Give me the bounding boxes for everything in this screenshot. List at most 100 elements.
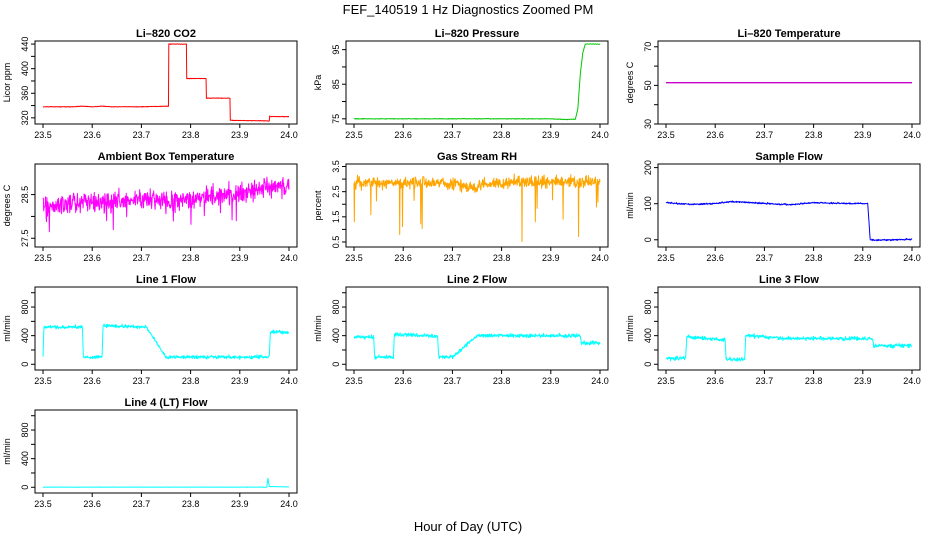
y-tick-label: 360: [20, 86, 30, 101]
x-tick-label: 23.9: [231, 130, 249, 140]
panel-title: Li–820 CO2: [136, 28, 196, 40]
y-tick-label: 2.5: [331, 185, 341, 198]
x-tick-label: 23.5: [657, 253, 675, 263]
y-tick-label: 3.5: [331, 160, 341, 173]
chart-panel: Li–820 CO2 23.5 23.6 23.7 23.8 23.9 24.0 320 360…: [2, 28, 298, 140]
x-tick-label: 23.6: [706, 376, 724, 386]
y-axis-label: ml/min: [2, 438, 12, 465]
series-line: [665, 200, 913, 242]
series-line: [353, 173, 601, 243]
y-tick-label: 800: [20, 300, 30, 315]
y-tick-label: 800: [331, 300, 341, 315]
plot-frame: [657, 40, 921, 125]
y-axis-label: percent: [313, 190, 323, 221]
y-tick-label: 440: [20, 37, 30, 52]
x-tick-label: 23.6: [83, 253, 101, 263]
page-title: FEF_140519 1 Hz Diagnostics Zoomed PM: [343, 2, 594, 17]
x-tick-label: 24.0: [280, 253, 298, 263]
y-tick-label: 320: [20, 110, 30, 125]
x-tick-label: 23.8: [182, 376, 200, 386]
x-tick-label: 23.8: [805, 253, 823, 263]
x-tick-label: 23.8: [493, 253, 511, 263]
x-tick-label: 23.9: [231, 376, 249, 386]
plot-frame: [657, 286, 921, 371]
panel-title: Ambient Box Temperature: [98, 151, 235, 163]
y-axis-label: kPa: [313, 75, 323, 91]
chart-panel: Line 2 Flow 23.5 23.6 23.7 23.8 23.9 24.0 0 400 8…: [313, 274, 609, 386]
y-tick-label: 0: [20, 362, 30, 367]
panel-title: Line 2 Flow: [447, 274, 507, 286]
x-tick-label: 23.6: [394, 253, 412, 263]
chart-panel: Gas Stream RH 23.5 23.6 23.7 23.8 23.9 24.0 0.5…: [313, 151, 609, 263]
y-tick-label: 70: [643, 42, 653, 52]
chart-panel: Line 1 Flow 23.5 23.6 23.7 23.8 23.9 24.0 0 400 8…: [2, 274, 298, 386]
y-tick-label: 400: [643, 328, 653, 343]
x-tick-label: 23.9: [854, 130, 872, 140]
series-line: [353, 332, 601, 360]
series-line: [42, 43, 290, 122]
x-tick-label: 24.0: [280, 376, 298, 386]
plot-frame: [34, 286, 298, 371]
x-tick-label: 23.6: [83, 130, 101, 140]
x-tick-label: 23.8: [805, 130, 823, 140]
x-tick-label: 24.0: [591, 253, 609, 263]
panel-title: Li–820 Pressure: [435, 28, 519, 40]
x-tick-label: 23.8: [805, 376, 823, 386]
y-tick-label: 1.5: [331, 211, 341, 224]
y-tick-label: 0: [20, 485, 30, 490]
x-tick-label: 23.8: [182, 130, 200, 140]
series-line: [42, 477, 290, 488]
x-tick-label: 23.7: [133, 499, 151, 509]
x-tick-label: 23.6: [83, 499, 101, 509]
x-tick-label: 24.0: [591, 376, 609, 386]
y-tick-label: 800: [20, 423, 30, 438]
chart-panel: Li–820 Temperature 23.5 23.6 23.7 23.8 23.9 24…: [625, 28, 921, 140]
plot-frame: [34, 163, 298, 248]
x-tick-label: 23.5: [345, 130, 363, 140]
x-axis-label: Hour of Day (UTC): [414, 519, 522, 534]
y-tick-label: 400: [20, 328, 30, 343]
y-axis-label: ml/min: [625, 315, 635, 342]
y-tick-label: 85: [331, 79, 341, 89]
x-tick-label: 23.7: [756, 130, 774, 140]
x-tick-label: 23.6: [706, 253, 724, 263]
panel-title: Sample Flow: [755, 151, 823, 163]
x-tick-label: 23.6: [394, 376, 412, 386]
plot-frame: [657, 163, 921, 248]
plot-frame: [345, 163, 609, 248]
x-tick-label: 23.6: [394, 130, 412, 140]
x-tick-label: 23.7: [444, 376, 462, 386]
x-tick-label: 23.5: [345, 376, 363, 386]
x-tick-label: 23.5: [657, 130, 675, 140]
y-tick-label: 30: [643, 119, 653, 129]
x-tick-label: 23.6: [706, 130, 724, 140]
y-tick-label: 800: [643, 300, 653, 315]
x-tick-label: 23.7: [133, 253, 151, 263]
x-tick-label: 24.0: [903, 376, 921, 386]
y-axis-label: degrees C: [625, 61, 635, 103]
x-tick-label: 23.7: [133, 130, 151, 140]
x-tick-label: 24.0: [903, 130, 921, 140]
panel-title: Gas Stream RH: [437, 151, 517, 163]
y-tick-label: 0: [643, 237, 653, 242]
plot-frame: [34, 40, 298, 125]
panel-title: Line 3 Flow: [759, 274, 819, 286]
y-tick-label: 400: [20, 61, 30, 76]
y-tick-label: 400: [20, 451, 30, 466]
x-tick-label: 23.8: [182, 253, 200, 263]
series-line: [665, 333, 913, 362]
panel-title: Line 4 (LT) Flow: [125, 397, 208, 409]
plot-frame: [345, 40, 609, 125]
x-tick-label: 23.6: [83, 376, 101, 386]
y-tick-label: 0.5: [331, 236, 341, 249]
plot-frame: [34, 409, 298, 494]
y-axis-label: ml/min: [2, 315, 12, 342]
chart-panel: Line 3 Flow 23.5 23.6 23.7 23.8 23.9 24.0 0 400 8…: [625, 274, 921, 386]
x-tick-label: 23.5: [345, 253, 363, 263]
chart-panel: Sample Flow 23.5 23.6 23.7 23.8 23.9 24.0 0 100 2…: [625, 151, 921, 263]
x-tick-label: 23.5: [34, 253, 52, 263]
x-tick-label: 23.7: [444, 130, 462, 140]
x-tick-label: 23.9: [854, 253, 872, 263]
y-tick-label: 95: [331, 45, 341, 55]
